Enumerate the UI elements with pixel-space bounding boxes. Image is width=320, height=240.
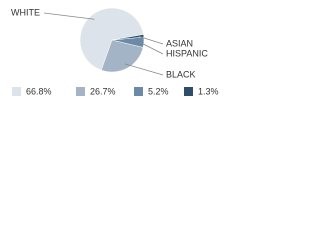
slice-label: WHITE xyxy=(11,7,40,17)
leader-line xyxy=(43,12,95,20)
legend-label: 5.2% xyxy=(148,86,169,96)
leader-line xyxy=(138,35,164,45)
leader-line xyxy=(138,41,164,55)
legend-swatch xyxy=(76,87,85,96)
legend-label: 26.7% xyxy=(90,86,116,96)
legend-swatch xyxy=(134,87,143,96)
legend-label: 66.8% xyxy=(26,86,52,96)
pie-slice xyxy=(79,7,144,71)
legend-swatch xyxy=(184,87,193,96)
slice-label: HISPANIC xyxy=(166,48,208,58)
pie-slice xyxy=(100,39,144,73)
slice-label: ASIAN xyxy=(166,38,193,48)
slice-label: BLACK xyxy=(166,69,196,79)
legend-label: 1.3% xyxy=(198,86,219,96)
leader-line xyxy=(124,63,164,76)
pie-slice xyxy=(111,34,145,41)
legend-swatch xyxy=(12,87,21,96)
